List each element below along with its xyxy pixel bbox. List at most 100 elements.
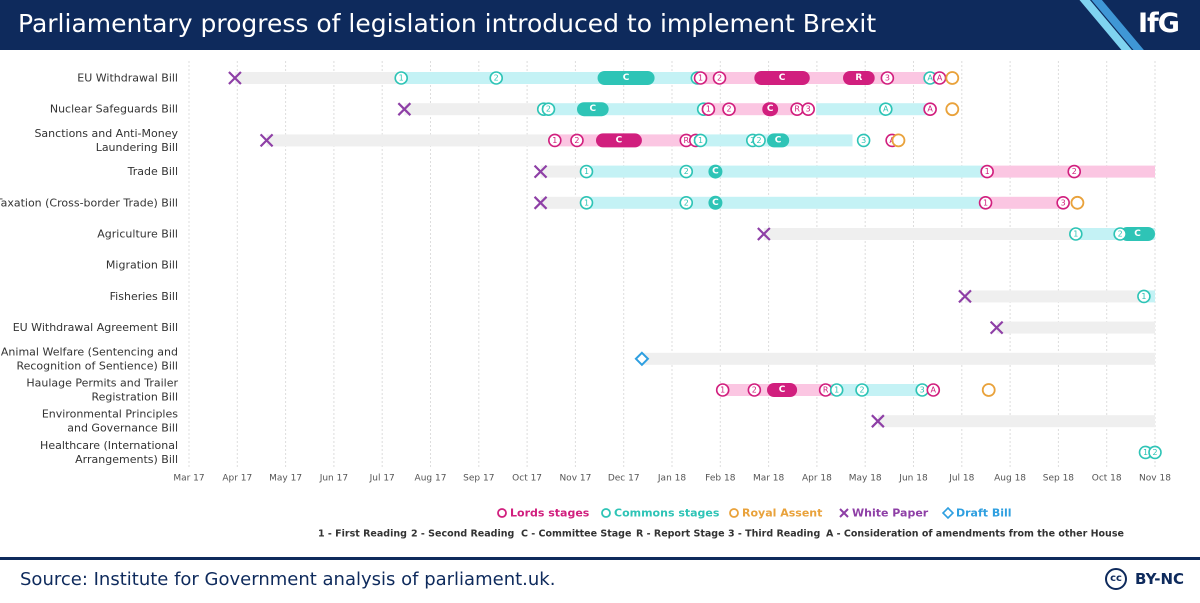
- reading-stage-marker-label: 2: [574, 136, 579, 145]
- lords-stage-bar: [987, 196, 1064, 209]
- stage-key-label: 3 - Third Reading: [728, 529, 820, 540]
- reading-stage-marker: [923, 102, 937, 117]
- bill-label: Nuclear Safeguards Bill: [50, 103, 178, 116]
- pre-introduction-bar: [964, 290, 1144, 303]
- x-tick-label: Aug 17: [415, 473, 447, 483]
- committee-stage-pill-label: C: [616, 135, 623, 145]
- legend-item-label: Draft Bill: [956, 507, 1012, 520]
- reading-stage-marker-label: 2: [684, 198, 689, 207]
- committee-stage-pill-label: C: [623, 73, 630, 83]
- bill-label: Arrangements) Bill: [75, 453, 178, 466]
- pre-introduction-bar: [540, 165, 587, 178]
- committee-stage-pill: [762, 102, 779, 117]
- reading-stage-marker-label: 1: [552, 136, 557, 145]
- royal-assent-marker: [945, 71, 960, 85]
- reading-stage-marker-label: A: [937, 74, 943, 83]
- cc-license-icon: cc: [1105, 568, 1127, 590]
- stage-key-label: C - Committee Stage: [521, 529, 631, 540]
- reading-stage-marker-label: 3: [920, 386, 925, 395]
- reading-stage-marker-label: R: [823, 386, 829, 395]
- reading-stage-marker-label: 1: [983, 198, 988, 207]
- reading-stage-marker-label: 1: [1073, 230, 1078, 239]
- reading-stage-marker: [926, 383, 941, 397]
- reading-stage-marker-label: A: [927, 105, 933, 114]
- page-title: Parliamentary progress of legislation in…: [18, 9, 877, 38]
- bill-label: Fisheries Bill: [110, 290, 178, 303]
- reading-stage-marker: [679, 196, 694, 210]
- bill-label: Agriculture Bill: [97, 228, 178, 241]
- reading-stage-marker: [1137, 289, 1151, 304]
- source-note: Source: Institute for Government analysi…: [20, 569, 556, 590]
- reading-stage-marker: [855, 383, 869, 397]
- royal-assent-marker: [945, 102, 960, 117]
- reading-stage-marker-label: R: [683, 136, 689, 145]
- royal-assent-marker: [981, 383, 996, 397]
- bill-label: and Governance Bill: [67, 422, 178, 435]
- x-tick-label: Feb 18: [705, 473, 736, 483]
- legend-item-label: White Paper: [852, 507, 929, 520]
- committee-stage-pill-label: R: [855, 73, 862, 83]
- white-paper-marker: [958, 289, 972, 304]
- stage-key-label: 1 - First Reading: [318, 529, 407, 540]
- pre-introduction-bar: [540, 196, 587, 209]
- bill-label: Haulage Permits and Trailer: [26, 377, 178, 390]
- committee-stage-pill: [576, 102, 609, 117]
- reading-stage-marker: [579, 196, 594, 210]
- reading-stage-marker: [715, 383, 730, 397]
- white-paper-marker: [259, 133, 274, 148]
- x-tick-label: Mar 18: [753, 473, 785, 483]
- reading-stage-marker-label: 2: [494, 74, 499, 83]
- commons-stage-bar: [833, 384, 923, 396]
- footer-divider: [0, 557, 1200, 560]
- x-tick-label: Sep 18: [1043, 473, 1075, 483]
- reading-stage-marker-label: 1: [698, 136, 703, 145]
- commons-stage-bar: [586, 165, 986, 178]
- reading-stage-marker: [712, 71, 727, 85]
- legend-marker: [729, 508, 739, 518]
- reading-stage-marker: [878, 102, 893, 117]
- reading-stage-marker: [747, 383, 762, 397]
- reading-stage-marker-label: 2: [1118, 230, 1123, 239]
- x-tick-label: Apr 17: [222, 473, 252, 483]
- x-tick-label: Oct 18: [1092, 473, 1122, 483]
- white-paper-marker: [533, 196, 548, 210]
- reading-stage-marker: [1067, 164, 1082, 179]
- header-bar: Parliamentary progress of legislation in…: [0, 0, 1200, 50]
- draft-bill-marker: [634, 351, 650, 367]
- pre-introduction-bar: [234, 72, 402, 84]
- bill-label: Environmental Principles: [42, 408, 178, 421]
- reading-stage-marker: [829, 383, 844, 397]
- lords-stage-bar: [700, 72, 943, 84]
- white-paper-marker: [871, 414, 885, 428]
- reading-stage-marker: [570, 133, 584, 148]
- bill-label: Trade Bill: [127, 165, 178, 178]
- reading-stage-marker-label: 3: [885, 74, 890, 83]
- pre-introduction-bar: [404, 103, 544, 116]
- pre-introduction-bar: [641, 352, 1155, 365]
- reading-stage-marker-label: A: [927, 74, 933, 83]
- reading-stage-marker-label: 1: [1141, 292, 1146, 301]
- bill-label: Animal Welfare (Sentencing and: [1, 345, 178, 358]
- committee-stage-pill-label: C: [1134, 229, 1141, 239]
- reading-stage-marker-label: A: [931, 386, 937, 395]
- committee-stage-pill-label: C: [767, 104, 774, 114]
- x-tick-label: May 18: [849, 473, 882, 483]
- legend-item-label: Royal Assent: [742, 507, 822, 520]
- ifg-logo: IfG: [1138, 8, 1180, 39]
- x-tick-label: Dec 17: [608, 473, 640, 483]
- royal-assent-marker: [891, 133, 906, 148]
- x-tick-label: Mar 17: [173, 473, 204, 483]
- white-paper-marker: [397, 102, 412, 116]
- reading-stage-marker: [880, 71, 895, 85]
- reading-stage-marker-label: 1: [698, 74, 703, 83]
- reading-stage-marker-label: 2: [859, 386, 864, 395]
- reading-stage-marker: [548, 133, 562, 148]
- bill-label: EU Withdrawal Bill: [77, 72, 178, 85]
- reading-stage-marker-label: 1: [399, 74, 404, 83]
- legislation-timeline-chart: Mar 17 Apr 17 May 17 Jun 17 Jul 17 Aug 17 Sep …: [0, 61, 1171, 540]
- committee-stage-pill-label: C: [779, 73, 786, 83]
- committee-stage-pill: [843, 71, 875, 85]
- lords-stage-bar: [708, 103, 798, 116]
- reading-stage-marker-label: 1: [985, 167, 990, 176]
- reading-stage-marker-label: 1: [584, 167, 589, 176]
